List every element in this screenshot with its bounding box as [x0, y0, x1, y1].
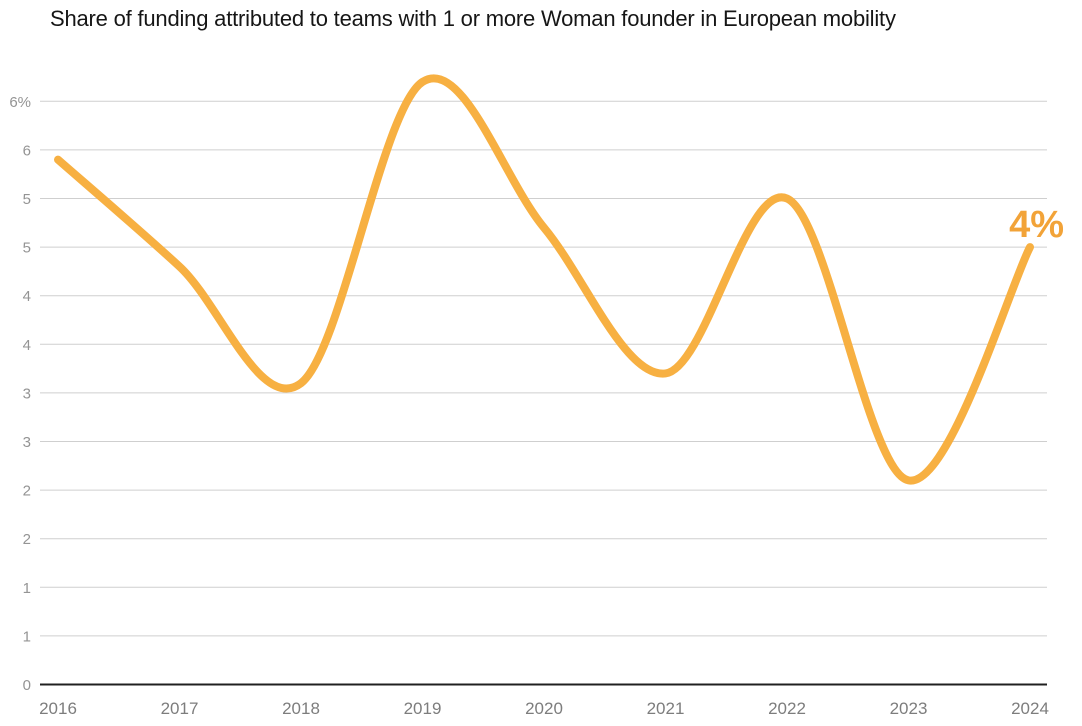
- y-axis-tick-label: 0: [23, 677, 31, 694]
- x-axis-tick-labels: 2016 2017 2018 2019 2020 2021 2022 2023 2024: [39, 699, 1049, 718]
- y-axis-tick-label: 3: [23, 385, 31, 402]
- series-line-women-founder-funding-share: [54, 74, 1034, 485]
- y-axis-tick-label: 4: [23, 337, 31, 354]
- x-axis-tick-label: 2020: [525, 699, 563, 718]
- gridlines: [40, 100, 1047, 637]
- chart-title: Share of funding attributed to teams wit…: [50, 6, 896, 31]
- end-value-label: 4%: [1009, 204, 1064, 246]
- y-axis-tick-label: 5: [23, 240, 31, 257]
- y-axis-tick-labels: 0 1 1 2 2 3 3 4 4 5 5 6 6%: [9, 94, 31, 694]
- y-axis-tick-label: 1: [23, 628, 31, 645]
- x-axis-tick-label: 2018: [282, 699, 320, 718]
- x-axis-tick-label: 2022: [768, 699, 806, 718]
- y-axis-tick-label: 5: [23, 191, 31, 208]
- y-axis-tick-label: 1: [23, 580, 31, 597]
- x-axis-tick-label: 2021: [647, 699, 685, 718]
- y-axis-tick-label: 2: [23, 531, 31, 548]
- y-axis-tick-label: 2: [23, 483, 31, 500]
- x-axis-tick-label: 2024: [1011, 699, 1049, 718]
- y-axis-tick-label: 6: [23, 142, 31, 159]
- x-axis-tick-label: 2017: [161, 699, 199, 718]
- x-axis-tick-label: 2023: [890, 699, 928, 718]
- y-axis-tick-label: 6%: [9, 94, 31, 111]
- x-axis-tick-label: 2016: [39, 699, 77, 718]
- y-axis-tick-label: 3: [23, 434, 31, 451]
- x-axis-tick-label: 2019: [404, 699, 442, 718]
- y-axis-tick-label: 4: [23, 288, 31, 305]
